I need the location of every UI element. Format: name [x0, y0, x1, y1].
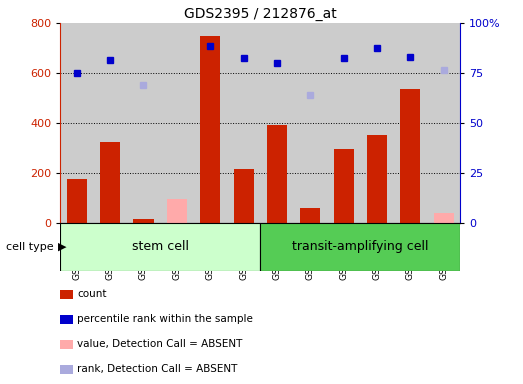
Bar	[167, 199, 187, 223]
Bar	[160, 23, 194, 223]
Text: stem cell: stem cell	[132, 240, 189, 253]
Text: count: count	[77, 289, 107, 300]
Bar	[434, 213, 453, 223]
Bar	[260, 223, 460, 271]
Bar	[127, 23, 160, 223]
Bar	[300, 208, 320, 223]
Text: transit-amplifying cell: transit-amplifying cell	[292, 240, 428, 253]
Bar	[67, 179, 87, 223]
Bar	[400, 89, 420, 223]
Bar	[260, 23, 293, 223]
Bar	[233, 169, 254, 223]
Bar	[267, 125, 287, 223]
Bar	[327, 23, 360, 223]
Text: rank, Detection Call = ABSENT: rank, Detection Call = ABSENT	[77, 364, 238, 374]
Bar	[200, 36, 220, 223]
Bar	[227, 23, 260, 223]
Bar	[334, 149, 354, 223]
Bar	[367, 136, 387, 223]
Bar	[60, 223, 260, 271]
Bar	[100, 142, 120, 223]
Bar	[194, 23, 227, 223]
Bar	[293, 23, 327, 223]
Title: GDS2395 / 212876_at: GDS2395 / 212876_at	[184, 7, 337, 21]
Bar	[94, 23, 127, 223]
Bar	[133, 219, 154, 223]
Bar	[394, 23, 427, 223]
Bar	[360, 23, 393, 223]
Bar	[427, 23, 460, 223]
Text: value, Detection Call = ABSENT: value, Detection Call = ABSENT	[77, 339, 243, 349]
Text: cell type: cell type	[6, 242, 58, 252]
Text: ▶: ▶	[58, 242, 66, 252]
Bar	[60, 23, 94, 223]
Text: percentile rank within the sample: percentile rank within the sample	[77, 314, 253, 324]
